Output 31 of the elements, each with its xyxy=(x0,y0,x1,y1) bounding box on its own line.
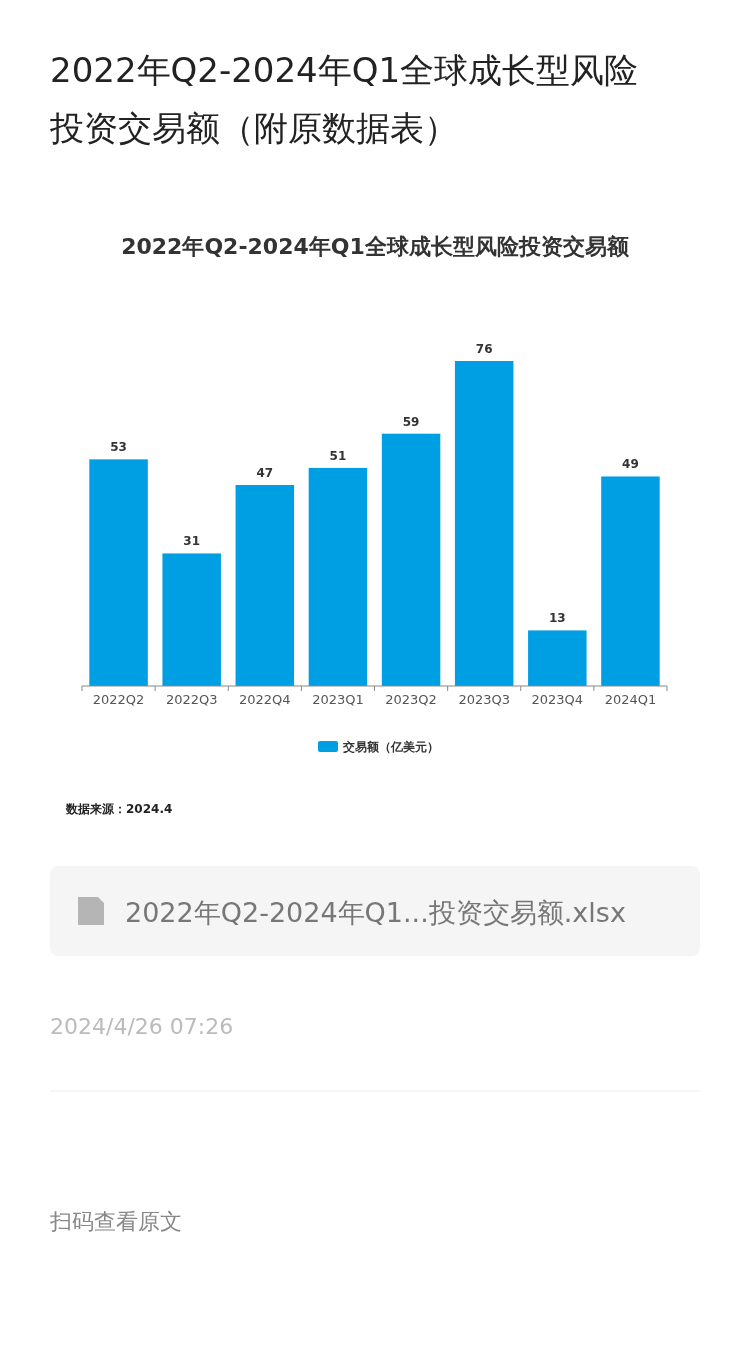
x-tick-label: 2023Q3 xyxy=(458,692,510,707)
data-label: 51 xyxy=(329,448,347,463)
bar xyxy=(162,553,221,686)
x-tick-label: 2024Q1 xyxy=(604,692,657,707)
x-tick-label: 2023Q2 xyxy=(385,692,437,707)
bar xyxy=(235,485,295,686)
legend-label: 交易额（亿美元） xyxy=(342,740,439,754)
x-tick-label: 2022Q3 xyxy=(165,692,218,707)
x-tick-label: 2022Q4 xyxy=(239,692,291,707)
source-note: 数据来源：2024.4 xyxy=(65,802,173,816)
bar xyxy=(528,630,587,686)
data-label: 53 xyxy=(110,440,127,455)
text: 扫码查看原文 xyxy=(49,1209,182,1234)
data-label: 49 xyxy=(622,457,639,472)
x-tick-label: 2023Q4 xyxy=(531,692,584,707)
text: 2022年Q2-2024年Q1...投资交易额.xlsx xyxy=(125,897,626,928)
bar xyxy=(454,361,514,686)
data-label: 47 xyxy=(256,466,274,481)
data-label: 76 xyxy=(475,342,493,356)
x-tick-label: 2023Q1 xyxy=(312,692,364,707)
data-label: 13 xyxy=(548,611,566,626)
title: 2022年Q2-2024年Q1全球成长型风险投资交易额（附原数据表） xyxy=(50,50,639,148)
bar xyxy=(601,476,660,686)
chart-subtitle: 2022年Q2-2024年Q1全球成长型风险投资交易额 xyxy=(121,234,630,259)
bar xyxy=(381,433,441,686)
data-label: 59 xyxy=(402,414,420,429)
x-tick-label: 2022Q2 xyxy=(92,692,145,707)
bar xyxy=(89,459,148,686)
bar xyxy=(308,467,368,686)
data-label: 31 xyxy=(183,534,201,549)
text: 2024/4/26 07:26 xyxy=(50,1014,234,1039)
